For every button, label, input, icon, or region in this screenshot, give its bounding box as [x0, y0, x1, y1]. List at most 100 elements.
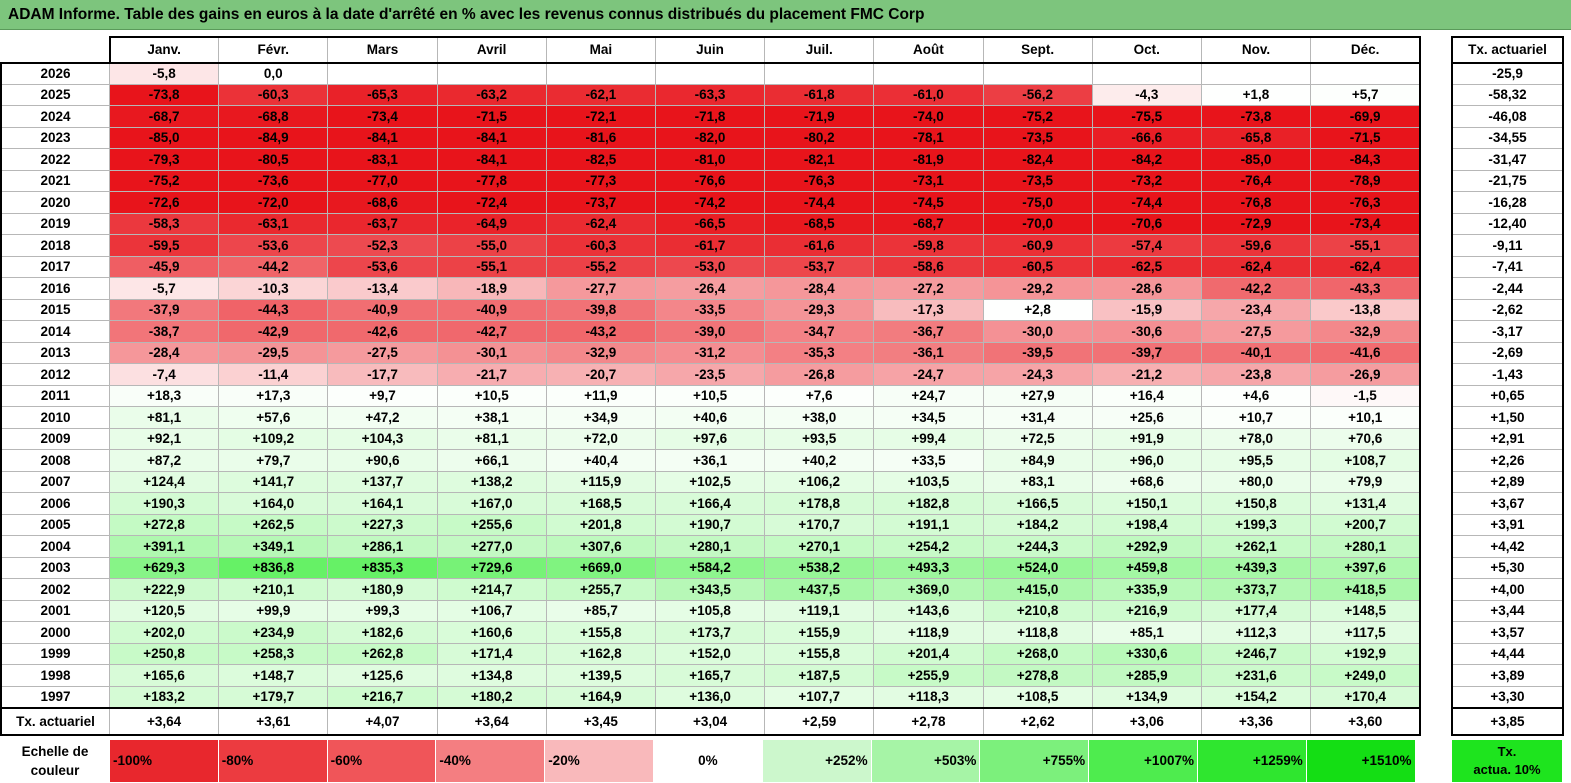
gain-cell: +255,7	[545, 578, 656, 601]
gain-cell: +629,3	[108, 556, 220, 579]
gain-cell: -63,7	[327, 212, 438, 235]
gain-cell: -68,8	[218, 105, 329, 128]
ta-cell: -31,47	[1452, 148, 1563, 171]
gain-cell: +439,3	[1200, 556, 1312, 579]
gain-cell: -73,5	[982, 126, 1093, 149]
summary-cell: +3,60	[1310, 707, 1421, 735]
gain-cell	[873, 62, 984, 85]
gain-cell	[982, 62, 1093, 85]
table-row: 2021 -75,2 -73,6 -77,0 -77,8 -77,3 -76,6 -76,3-…	[1, 169, 1421, 192]
gain-cell: +199,3	[1200, 513, 1312, 536]
gain-cell: -73,6	[218, 169, 329, 192]
table-row: 2002 +222,9 +210,1 +180,9 +214,7 +255,7 +343,5…	[1, 578, 1421, 601]
summary-cell: +3,64	[108, 707, 220, 735]
gain-cell: +166,5	[982, 492, 1093, 515]
gain-cell: +72,5	[982, 427, 1093, 450]
gain-cell: -62,4	[1200, 255, 1312, 278]
scale-swatch: -80%	[218, 740, 328, 782]
gain-cell: +2,8	[982, 298, 1093, 321]
summary-cell: +3,64	[436, 707, 547, 735]
ta-cell: +3,89	[1452, 664, 1563, 687]
gain-cell: -61,8	[764, 83, 875, 106]
scale-swatch: +503%	[871, 740, 981, 782]
gain-cell: -61,0	[873, 83, 984, 106]
gain-cell: -44,3	[218, 298, 329, 321]
gain-cell: -69,9	[1310, 105, 1421, 128]
gain-cell: -28,4	[108, 341, 220, 364]
gain-cell: +106,7	[436, 599, 547, 622]
gain-cell: -30,1	[436, 341, 547, 364]
gain-cell: +134,8	[436, 664, 547, 687]
gain-cell: +168,5	[545, 492, 656, 515]
gain-cell	[654, 62, 766, 85]
gain-cell: -64,9	[436, 212, 547, 235]
color-scale-label: Echelle de couleur	[21, 744, 89, 778]
gain-cell: +137,7	[327, 470, 438, 493]
gain-cell: +184,2	[982, 513, 1093, 536]
year-label: 2013	[1, 341, 110, 364]
month-header: Mars	[327, 36, 438, 63]
gain-cell: +118,3	[873, 685, 984, 709]
month-header: Févr.	[218, 36, 329, 63]
gain-cell: -42,6	[327, 320, 438, 343]
gain-cell: -29,3	[764, 298, 875, 321]
gain-cell: +285,9	[1091, 664, 1202, 687]
ta-header: Tx. actuariel	[1452, 36, 1563, 63]
ta-row: +4,44	[1452, 642, 1563, 665]
gain-cell: -31,2	[654, 341, 766, 364]
gain-cell: +107,7	[764, 685, 875, 709]
gain-cell: -20,7	[545, 363, 656, 386]
gain-cell: +246,7	[1200, 642, 1312, 665]
gain-cell: -73,2	[1091, 169, 1202, 192]
year-label: 2005	[1, 513, 110, 536]
table-row: 2010 +81,1 +57,6 +47,2 +38,1 +34,9 +40,6 +38,0 +…	[1, 406, 1421, 429]
gain-cell: -11,4	[218, 363, 329, 386]
gain-cell: +268,0	[982, 642, 1093, 665]
gain-cell: -21,2	[1091, 363, 1202, 386]
gain-cell: +190,7	[654, 513, 766, 536]
gain-cell: +201,4	[873, 642, 984, 665]
gain-cell: -84,3	[1310, 148, 1421, 171]
year-label: 2024	[1, 105, 110, 128]
ta-cell: +5,30	[1452, 556, 1563, 579]
gain-cell: -13,8	[1310, 298, 1421, 321]
gain-cell: +10,1	[1310, 406, 1421, 429]
ta-row: -2,69	[1452, 341, 1563, 364]
year-label: 2021	[1, 169, 110, 192]
year-label: 2023	[1, 126, 110, 149]
gain-cell: +191,1	[873, 513, 984, 536]
gain-cell: +183,2	[108, 685, 220, 709]
gain-cell: +5,7	[1310, 83, 1421, 106]
gain-cell: +180,9	[327, 578, 438, 601]
gain-cell: +280,1	[654, 535, 766, 558]
year-label: 2017	[1, 255, 110, 278]
month-header: Oct.	[1091, 36, 1202, 63]
gain-cell: -24,3	[982, 363, 1093, 386]
ta-row: +3,89	[1452, 664, 1563, 687]
gain-cell: +234,9	[218, 621, 329, 644]
gain-cell: -55,1	[1310, 234, 1421, 257]
gain-cell: -53,0	[654, 255, 766, 278]
gain-cell: -44,2	[218, 255, 329, 278]
gain-cell: +286,1	[327, 535, 438, 558]
table-row: 2020 -72,6 -72,0 -68,6 -72,4 -73,7 -74,2 -74,4-…	[1, 191, 1421, 214]
gain-cell: -77,8	[436, 169, 547, 192]
gain-cell: +112,3	[1200, 621, 1312, 644]
gain-cell: -84,1	[327, 126, 438, 149]
gain-cell: +120,5	[108, 599, 220, 622]
gain-cell: +244,3	[982, 535, 1093, 558]
summary-cell: +3,06	[1091, 707, 1202, 735]
gain-cell: -72,6	[108, 191, 220, 214]
gain-cell: -84,9	[218, 126, 329, 149]
gain-cell: +202,0	[108, 621, 220, 644]
table-row: 2026 -5,8 0,0	[1, 62, 1421, 85]
ta-row: +3,57	[1452, 621, 1563, 644]
gain-cell: -62,1	[545, 83, 656, 106]
gain-cell: -23,5	[654, 363, 766, 386]
gain-cell: +272,8	[108, 513, 220, 536]
gain-cell: -63,3	[654, 83, 766, 106]
table-row: 2007 +124,4 +141,7 +137,7 +138,2 +115,9 +102,5…	[1, 470, 1421, 493]
gain-cell: +222,9	[108, 578, 220, 601]
gain-cell: +178,8	[764, 492, 875, 515]
gain-cell: +459,8	[1091, 556, 1202, 579]
